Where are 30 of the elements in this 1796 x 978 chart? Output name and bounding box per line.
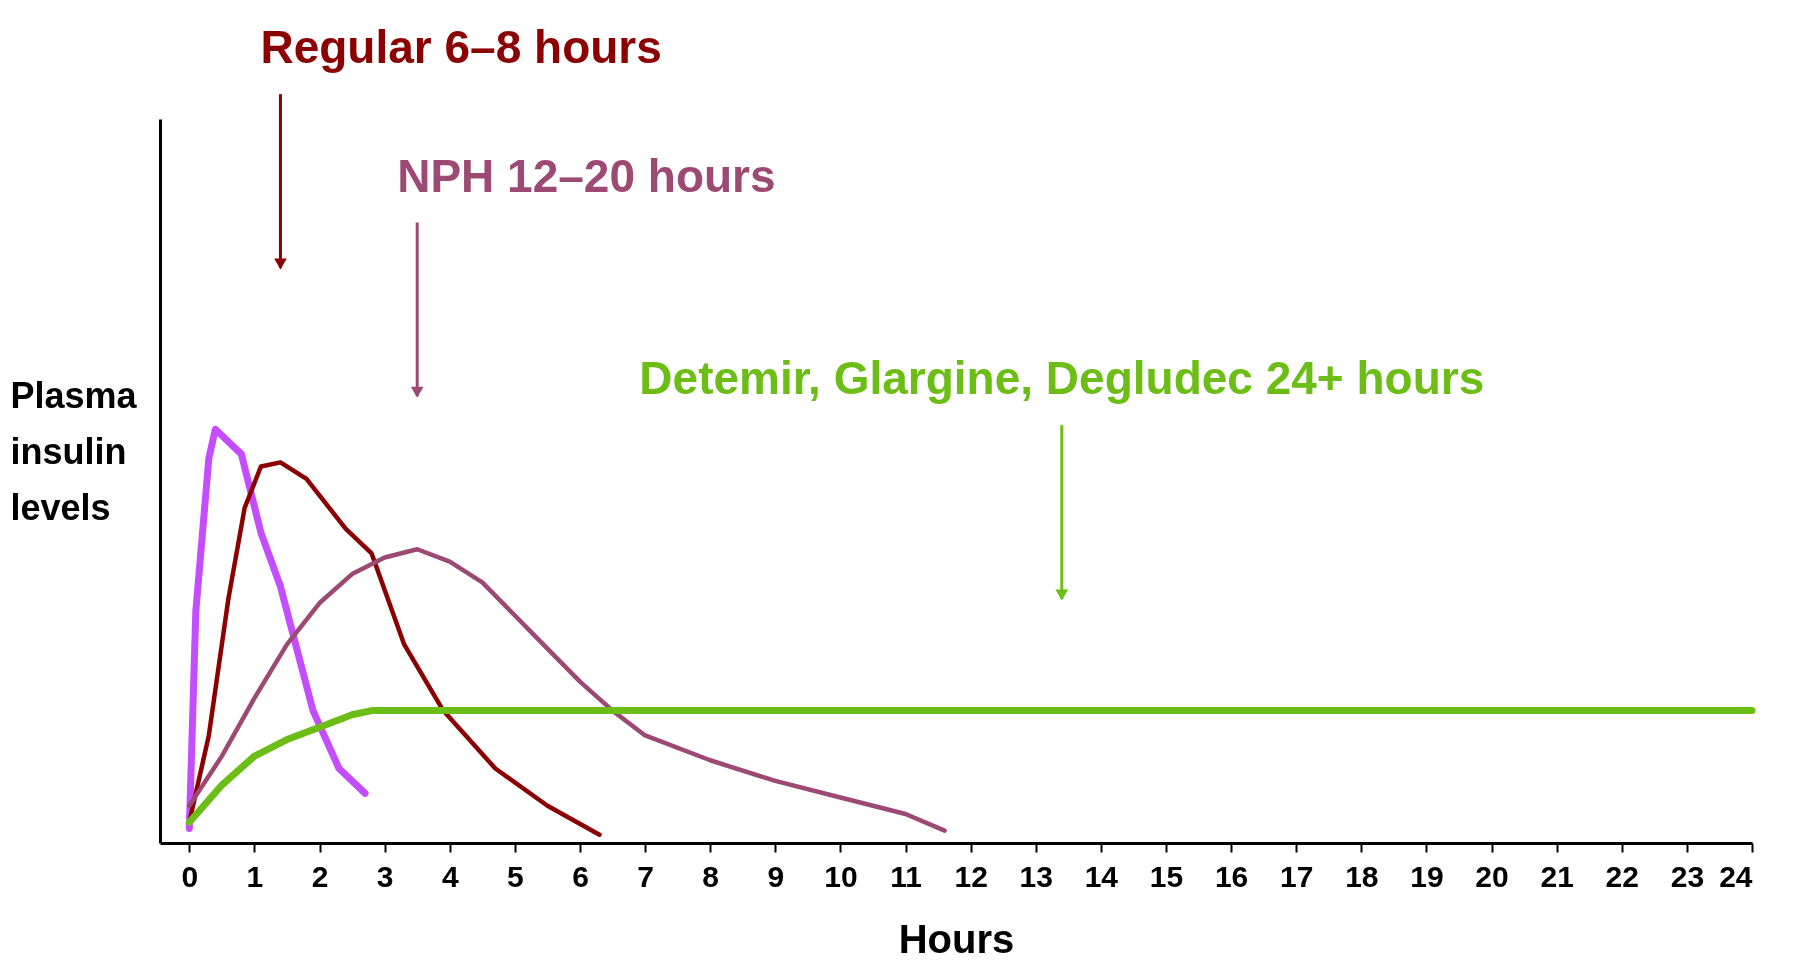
x-tick-label: 10 — [824, 859, 858, 893]
x-tick-label: 23 — [1670, 859, 1705, 893]
x-tick-label: 11 — [890, 859, 922, 893]
x-tick-label: 19 — [1410, 859, 1444, 893]
text: NPH 12–20 hours — [397, 149, 776, 202]
x-tick-label: 22 — [1605, 859, 1639, 893]
y-axis-title: Plasma insulin levels — [10, 374, 138, 528]
x-tick-label: 20 — [1475, 859, 1509, 893]
x-tick-label: 24 — [1719, 859, 1753, 893]
x-tick-label: 2 — [311, 859, 329, 893]
x-tick-label: 21 — [1540, 859, 1574, 893]
x-tick-label: 9 — [767, 859, 785, 893]
text: Detemir, Glargine, Degludec 24+ hours — [639, 352, 1485, 405]
x-tick-label: 7 — [637, 859, 654, 893]
x-tick-label: 14 — [1084, 859, 1119, 893]
x-tick-label: 13 — [1019, 859, 1053, 893]
x-tick-label: 15 — [1149, 859, 1184, 893]
x-tick-label: 1 — [246, 859, 264, 893]
x-tick-label: 5 — [507, 859, 524, 893]
x-tick-label: 0 — [181, 859, 199, 893]
x-tick-label: 8 — [702, 859, 720, 893]
x-tick-label: 6 — [572, 859, 589, 893]
x-tick-label: 4 — [441, 859, 459, 893]
x-tick-label: 17 — [1280, 859, 1314, 893]
x-tick-label: 18 — [1345, 859, 1379, 893]
text: Regular 6–8 hours — [260, 21, 662, 74]
x-axis-title: Hours — [898, 916, 1015, 961]
x-tick-label: 16 — [1214, 859, 1249, 893]
x-tick-label: 12 — [954, 859, 988, 893]
x-tick-label: 3 — [376, 859, 394, 893]
